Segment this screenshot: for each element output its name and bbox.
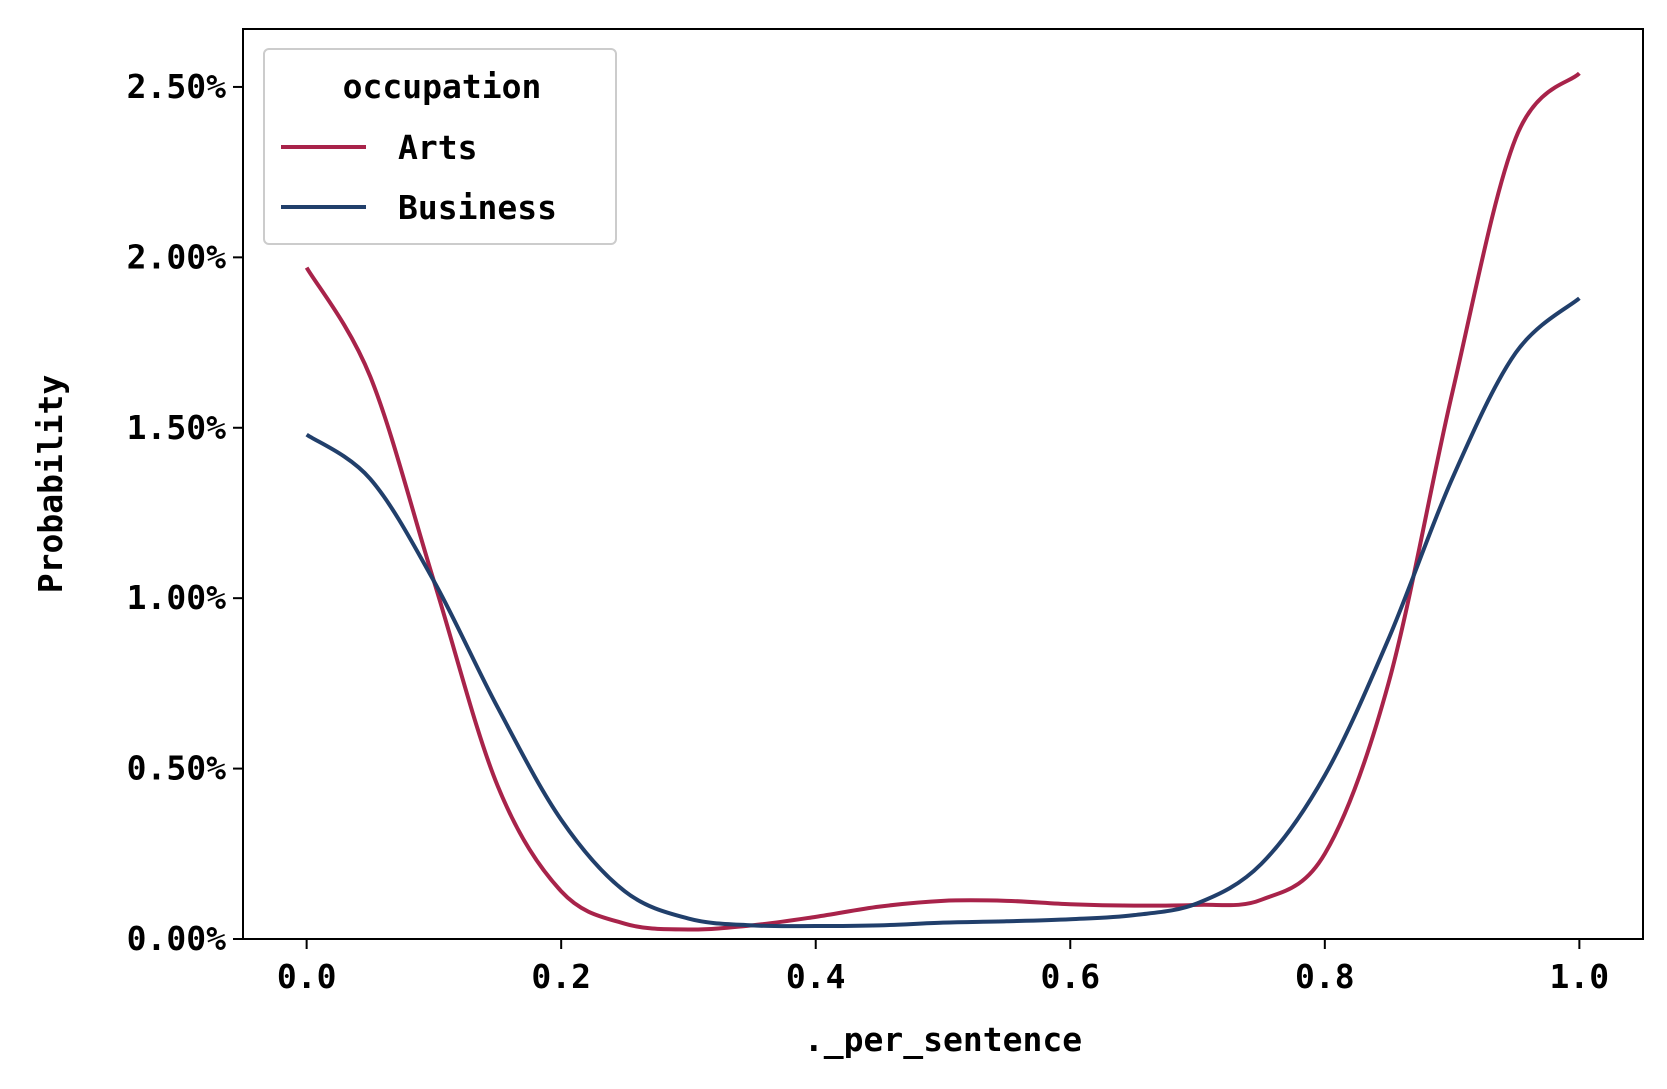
x-axis-label: ._per_sentence: [804, 1020, 1082, 1059]
legend-label-business: Business: [398, 188, 557, 227]
y-tick-label: 0.00%: [127, 919, 226, 958]
plot-lines: [304, 71, 1581, 932]
legend-label-arts: Arts: [398, 128, 477, 167]
x-tick-label: 0.2: [531, 957, 591, 996]
y-tick-label: 2.50%: [127, 67, 226, 106]
x-tick-label: 0.4: [786, 957, 846, 996]
series-line-arts: [304, 71, 1581, 932]
y-axis-label: Probability: [31, 375, 70, 594]
legend-title: occupation: [343, 67, 542, 106]
x-tick-label: 0.0: [277, 957, 337, 996]
x-tick-label: 0.6: [1040, 957, 1100, 996]
plot-frame: [242, 28, 1644, 940]
y-tick-label: 1.00%: [127, 578, 226, 617]
series-line-business: [305, 296, 1581, 929]
legend-box: [263, 48, 617, 245]
x-tick-label: 1.0: [1550, 957, 1610, 996]
x-tick-label: 0.8: [1295, 957, 1355, 996]
legend-items: Arts Business: [281, 128, 557, 227]
y-axis: 0.00% 0.50% 1.00% 1.50% 2.00% 2.50%: [127, 67, 243, 958]
y-tick-label: 0.50%: [127, 749, 226, 788]
y-tick-label: 2.00%: [127, 237, 226, 276]
x-axis: 0.0 0.2 0.4 0.6 0.8 1.0: [277, 939, 1609, 996]
y-tick-label: 1.50%: [127, 408, 226, 447]
legend: occupation Arts Business: [263, 48, 617, 245]
